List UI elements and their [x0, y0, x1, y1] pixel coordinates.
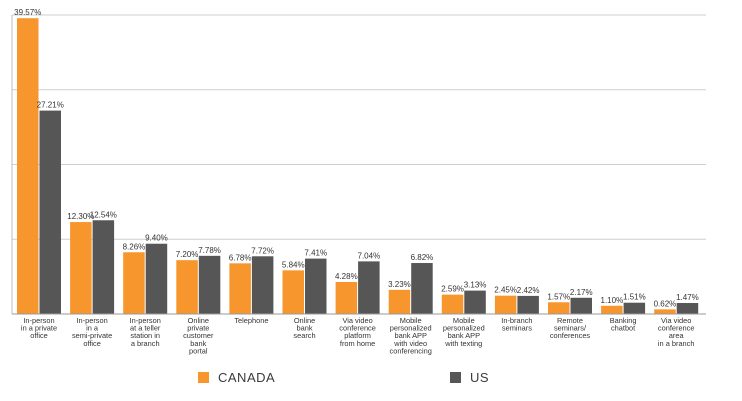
legend-label-canada: CANADA: [218, 370, 276, 385]
data-label-canada-1: 12.30%: [67, 212, 94, 221]
data-label-canada-4: 6.78%: [229, 253, 252, 262]
category-label-5: Online bank search: [293, 316, 315, 340]
data-label-canada-5: 5.84%: [282, 260, 305, 269]
category-label-10: Remote seminars/conferences: [550, 316, 591, 340]
data-label-us-5: 7.41%: [304, 249, 327, 258]
bar-chart-svg: 39.57% 12.30% 8.26% 7.20% 6.78% 5.84% 4.28% 3.2…: [11, 8, 706, 355]
bar-canada-2: [123, 252, 145, 314]
bar-canada-4: [229, 263, 251, 314]
data-label-us-0: 27.21%: [37, 101, 64, 110]
legend: CANADA US: [0, 370, 742, 390]
bar-canada-12: [654, 309, 676, 314]
bar-us-0: [39, 110, 61, 314]
legend-item-us: US: [450, 370, 489, 385]
bar-us-5: [305, 258, 327, 314]
bar-canada-5: [282, 270, 304, 314]
legend-label-us: US: [470, 370, 490, 385]
data-label-canada-12: 0.62%: [654, 299, 677, 308]
category-label-0: In-person in a private office: [21, 316, 57, 340]
bar-us-1: [92, 220, 115, 314]
data-label-canada-11: 1.10%: [601, 296, 624, 305]
bar-us-7: [411, 263, 433, 314]
bar-us-10: [570, 297, 592, 314]
bar-us-9: [517, 295, 539, 314]
category-label-3: Online private customer bank portal: [183, 316, 214, 355]
data-label-us-2: 9.40%: [145, 234, 168, 243]
data-label-canada-8: 2.59%: [441, 285, 464, 294]
data-label-us-3: 7.78%: [198, 246, 221, 255]
data-label-canada-0: 39.57%: [14, 8, 41, 17]
bar-canada-6: [335, 282, 358, 314]
bar-canada-0: [17, 18, 39, 314]
bar-us-12: [676, 303, 699, 314]
category-label-8: Mobile personalized bank APP with texting: [443, 316, 485, 348]
data-label-canada-7: 3.23%: [388, 280, 411, 289]
bar-canada-10: [548, 302, 570, 314]
data-label-canada-2: 8.26%: [123, 242, 146, 251]
data-label-us-8: 3.13%: [464, 281, 487, 290]
category-label-9: In-branch seminars: [501, 316, 532, 333]
bar-canada-1: [70, 222, 92, 314]
data-label-us-12: 1.47%: [676, 293, 699, 302]
data-label-us-1: 12.54%: [90, 210, 117, 219]
data-label-us-4: 7.72%: [251, 246, 274, 255]
data-label-us-6: 7.04%: [358, 251, 381, 260]
bar-us-11: [623, 302, 646, 314]
data-label-canada-3: 7.20%: [176, 250, 199, 259]
category-label-1: In-person in a semi-private office: [72, 316, 112, 348]
legend-swatch-us: [450, 372, 461, 383]
data-label-canada-10: 1.57%: [547, 292, 570, 301]
data-label-us-9: 2.42%: [517, 286, 540, 295]
data-label-canada-9: 2.45%: [494, 286, 517, 295]
category-label-11: Banking chatbot: [610, 316, 637, 333]
legend-swatch-canada: [198, 372, 209, 383]
category-label-6: Via video conference platform from home: [339, 316, 376, 348]
category-label-2: In-person at a teller station in a branch: [130, 316, 161, 348]
bar-canada-11: [601, 305, 623, 314]
bar-us-8: [464, 290, 486, 314]
legend-item-canada: CANADA: [198, 370, 275, 385]
data-label-us-7: 6.82%: [411, 253, 434, 262]
category-label-4: Telephone: [234, 316, 268, 325]
bar-canada-8: [441, 294, 464, 314]
bar-us-2: [145, 243, 168, 314]
bar-canada-7: [388, 289, 411, 314]
bar-us-3: [198, 255, 221, 314]
category-label-12: Via video conference area in a branch: [658, 316, 695, 348]
category-label-7: Mobile personalized bank APP with video conf…: [390, 316, 432, 355]
data-label-canada-6: 4.28%: [335, 272, 358, 281]
bar-canada-9: [494, 295, 517, 314]
bar-canada-3: [176, 260, 198, 314]
bar-us-4: [251, 256, 274, 314]
bar-us-6: [358, 261, 380, 314]
data-label-us-11: 1.51%: [623, 293, 646, 302]
data-label-us-10: 2.17%: [570, 288, 593, 297]
